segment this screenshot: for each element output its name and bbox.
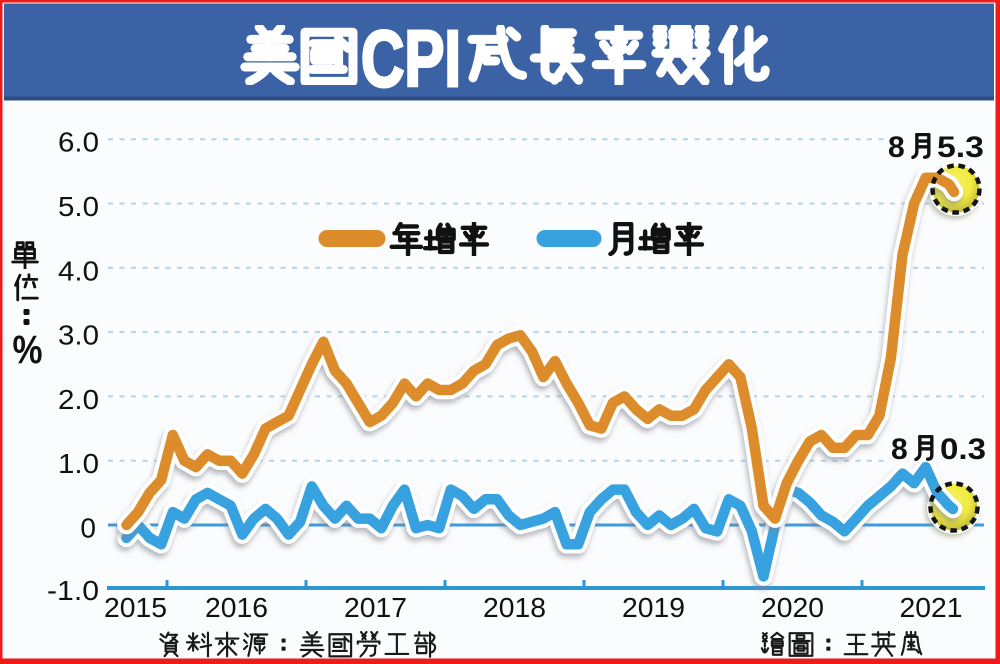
svg-text:3.0: 3.0 bbox=[58, 320, 99, 351]
svg-text:CPI: CPI bbox=[361, 14, 461, 103]
svg-text:2021: 2021 bbox=[900, 592, 963, 623]
svg-text:2018: 2018 bbox=[483, 592, 546, 623]
svg-text:1.0: 1.0 bbox=[58, 448, 99, 479]
svg-text:%: % bbox=[13, 328, 43, 372]
svg-text:5.0: 5.0 bbox=[58, 191, 99, 222]
svg-text:0.3: 0.3 bbox=[940, 433, 986, 466]
svg-text:6.0: 6.0 bbox=[58, 127, 99, 158]
svg-text:2017: 2017 bbox=[344, 592, 407, 623]
svg-text:2019: 2019 bbox=[622, 592, 685, 623]
svg-text:4.0: 4.0 bbox=[58, 255, 99, 286]
svg-text:2020: 2020 bbox=[761, 592, 824, 623]
svg-text:8: 8 bbox=[891, 433, 908, 466]
svg-text:0: 0 bbox=[80, 513, 96, 544]
svg-text:2016: 2016 bbox=[205, 592, 268, 623]
svg-text:5.3: 5.3 bbox=[937, 131, 984, 164]
svg-text:-1.0: -1.0 bbox=[47, 575, 99, 606]
svg-text:8: 8 bbox=[888, 131, 905, 164]
svg-text:2015: 2015 bbox=[104, 592, 167, 623]
svg-text:2.0: 2.0 bbox=[58, 384, 99, 415]
